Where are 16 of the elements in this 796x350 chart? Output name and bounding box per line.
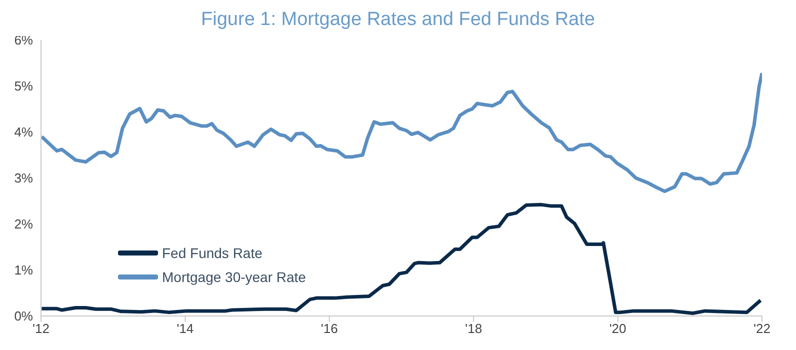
x-tick-label: '18 bbox=[465, 321, 482, 336]
chart-title: Figure 1: Mortgage Rates and Fed Funds Rate bbox=[201, 9, 595, 30]
y-tick-label: 0% bbox=[14, 308, 34, 324]
y-tick-label: 3% bbox=[14, 170, 34, 186]
x-tick-label: '14 bbox=[176, 321, 194, 336]
y-tick-label: 4% bbox=[14, 124, 34, 140]
line-series bbox=[41, 71, 762, 194]
legend-label: Mortgage 30-year Rate bbox=[162, 269, 306, 285]
legend-label: Fed Funds Rate bbox=[162, 245, 262, 261]
x-tick-label: '20 bbox=[609, 321, 626, 336]
y-tick-label: 1% bbox=[14, 262, 34, 278]
y-tick-label: 5% bbox=[14, 78, 34, 94]
x-tick-label: '22 bbox=[754, 321, 770, 336]
x-tick-label: '12 bbox=[32, 321, 50, 336]
x-tick-label: '16 bbox=[320, 321, 338, 336]
y-tick-label: 2% bbox=[14, 216, 34, 232]
